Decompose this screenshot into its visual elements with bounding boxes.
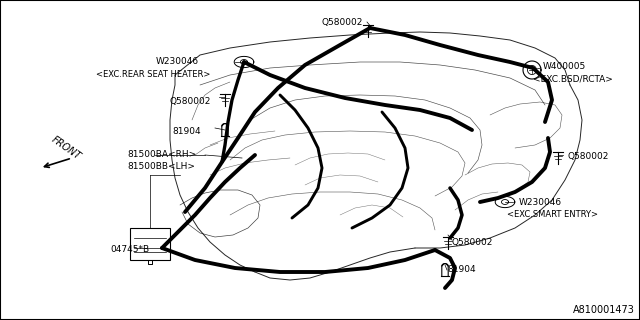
Text: A810001473: A810001473 — [573, 305, 635, 315]
Text: 81904: 81904 — [447, 265, 476, 274]
Text: Q580002: Q580002 — [567, 152, 609, 161]
Text: 81500BB<LH>: 81500BB<LH> — [127, 162, 195, 171]
Text: 81904: 81904 — [172, 127, 200, 136]
Text: 04745*B: 04745*B — [110, 245, 149, 254]
Bar — [130, 228, 170, 260]
Text: Q580002: Q580002 — [451, 238, 492, 247]
Text: <EXC.REAR SEAT HEATER>: <EXC.REAR SEAT HEATER> — [96, 70, 211, 79]
Text: <EXC.SMART ENTRY>: <EXC.SMART ENTRY> — [507, 210, 598, 219]
Text: FRONT: FRONT — [50, 134, 83, 162]
Text: Q580002: Q580002 — [170, 97, 211, 106]
Text: W400005: W400005 — [543, 62, 586, 71]
Text: <EXC.BSD/RCTA>: <EXC.BSD/RCTA> — [533, 75, 613, 84]
Text: Q580002: Q580002 — [322, 18, 364, 27]
Text: 81500BA<RH>: 81500BA<RH> — [127, 150, 196, 159]
Text: W230046: W230046 — [519, 198, 562, 207]
Text: W230046: W230046 — [156, 57, 199, 66]
